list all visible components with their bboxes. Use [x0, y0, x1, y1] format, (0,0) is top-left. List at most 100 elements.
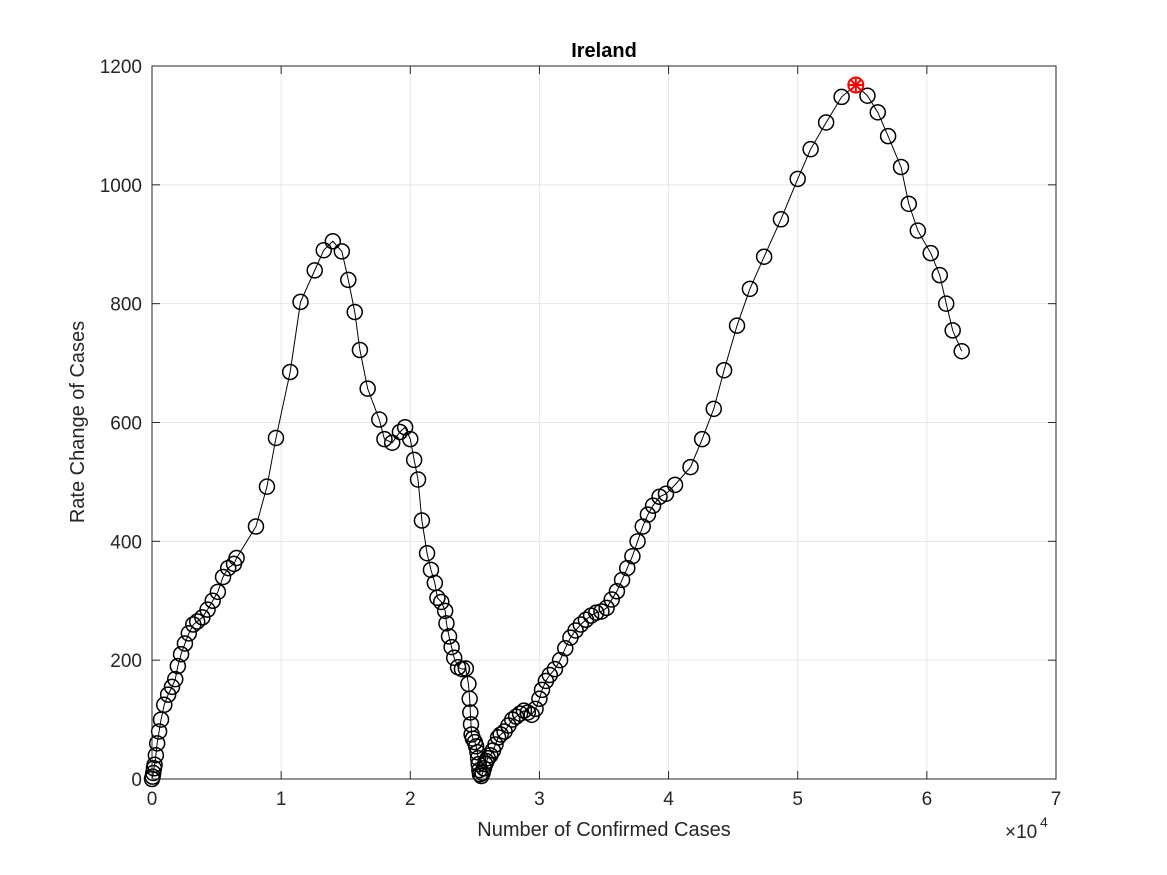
- data-point: [462, 704, 479, 721]
- x-tick-label: 0: [147, 789, 158, 810]
- x-exponent-base: ×10: [1005, 822, 1037, 843]
- data-point: [511, 705, 529, 722]
- data-point: [228, 549, 245, 567]
- data-point: [172, 645, 190, 663]
- data-point: [817, 114, 835, 131]
- data-point: [145, 764, 162, 782]
- data-point: [204, 592, 221, 609]
- plot-area: 0 1 2 3 4 5 6 7 0 200 400 600 800 1000 1200: [100, 57, 1062, 810]
- y-tick-label: 800: [110, 295, 142, 316]
- data-point: [440, 628, 458, 645]
- data-point: [429, 589, 446, 607]
- x-tick-label: 6: [922, 789, 933, 810]
- data-point: [359, 380, 376, 397]
- data-point: [531, 690, 548, 708]
- data-point: [527, 700, 544, 718]
- data-point: [405, 451, 423, 469]
- data-point: [859, 87, 876, 104]
- data-point: [639, 506, 657, 523]
- data-point: [608, 582, 626, 600]
- data-point: [219, 559, 237, 577]
- peak-marker-star: [848, 78, 863, 93]
- data-point: [693, 430, 711, 448]
- data-point: [146, 756, 163, 773]
- data-point: [833, 88, 850, 106]
- data-point: [741, 280, 759, 298]
- data-point: [383, 434, 401, 451]
- data-point: [340, 271, 357, 289]
- data-point: [598, 599, 615, 617]
- y-tick-label: 1200: [100, 57, 142, 78]
- data-point: [789, 170, 806, 188]
- data-point: [461, 690, 478, 708]
- data-point: [324, 233, 342, 250]
- data-point: [371, 411, 388, 428]
- data-point: [519, 704, 537, 721]
- data-point: [567, 622, 584, 639]
- data-point: [445, 649, 463, 667]
- data-point: [937, 295, 955, 312]
- data-point: [644, 497, 662, 514]
- x-tick-label: 5: [792, 789, 803, 810]
- y-tick-label: 0: [131, 770, 142, 791]
- data-point: [931, 266, 949, 284]
- y-tick-label: 1000: [100, 176, 142, 197]
- data-point: [147, 746, 165, 764]
- peak-marker-circle: [847, 76, 865, 94]
- data-point: [666, 476, 684, 494]
- data-point: [176, 635, 194, 652]
- data-point: [247, 518, 265, 535]
- data-point: [258, 478, 276, 495]
- data-point: [333, 243, 351, 260]
- data-point: [402, 430, 419, 448]
- data-point: [467, 738, 485, 755]
- highlight-marker: [847, 76, 865, 94]
- data-point: [306, 262, 323, 279]
- y-tick-label: 400: [110, 532, 142, 553]
- data-point: [436, 602, 454, 620]
- data-point: [376, 430, 393, 448]
- data-point: [163, 678, 181, 696]
- data-point: [166, 670, 184, 688]
- data-point: [159, 686, 177, 703]
- data-point: [433, 593, 450, 611]
- data-point: [657, 485, 675, 503]
- data-point: [624, 547, 641, 565]
- data-point: [557, 640, 574, 657]
- data-point: [267, 429, 285, 447]
- data-point: [281, 363, 299, 381]
- data-point: [199, 601, 216, 618]
- data-point: [900, 195, 918, 213]
- data-point: [572, 616, 590, 633]
- data-point: [922, 244, 939, 262]
- data-point: [418, 544, 436, 562]
- tick-labels: 0 1 2 3 4 5 6 7 0 200 400 600 800 1000 1200: [100, 57, 1062, 810]
- data-point: [755, 248, 773, 265]
- y-tick-label: 600: [110, 414, 142, 435]
- data-point: [593, 603, 610, 620]
- x-exponent-power: 4: [1040, 814, 1048, 830]
- data-point: [869, 104, 887, 121]
- axes: [151, 65, 1057, 780]
- data-point: [603, 591, 620, 608]
- data-point: [909, 222, 927, 239]
- data-point: [292, 293, 309, 311]
- data-point: [413, 512, 431, 529]
- data-point: [944, 322, 961, 339]
- y-tick-label: 200: [110, 651, 142, 672]
- data-point: [169, 657, 187, 675]
- data-point: [892, 158, 910, 176]
- data-point: [728, 317, 746, 334]
- data-point: [214, 568, 232, 586]
- x-tick-label: 1: [276, 789, 287, 810]
- data-point: [180, 625, 198, 642]
- data-point: [802, 140, 819, 158]
- x-tick-label: 2: [405, 789, 416, 810]
- data-point: [879, 127, 897, 145]
- data-point: [409, 471, 427, 488]
- data-point: [156, 696, 173, 713]
- data-point: [209, 583, 227, 601]
- data-point: [346, 303, 364, 321]
- data-point: [457, 660, 475, 677]
- data-point: [489, 729, 507, 746]
